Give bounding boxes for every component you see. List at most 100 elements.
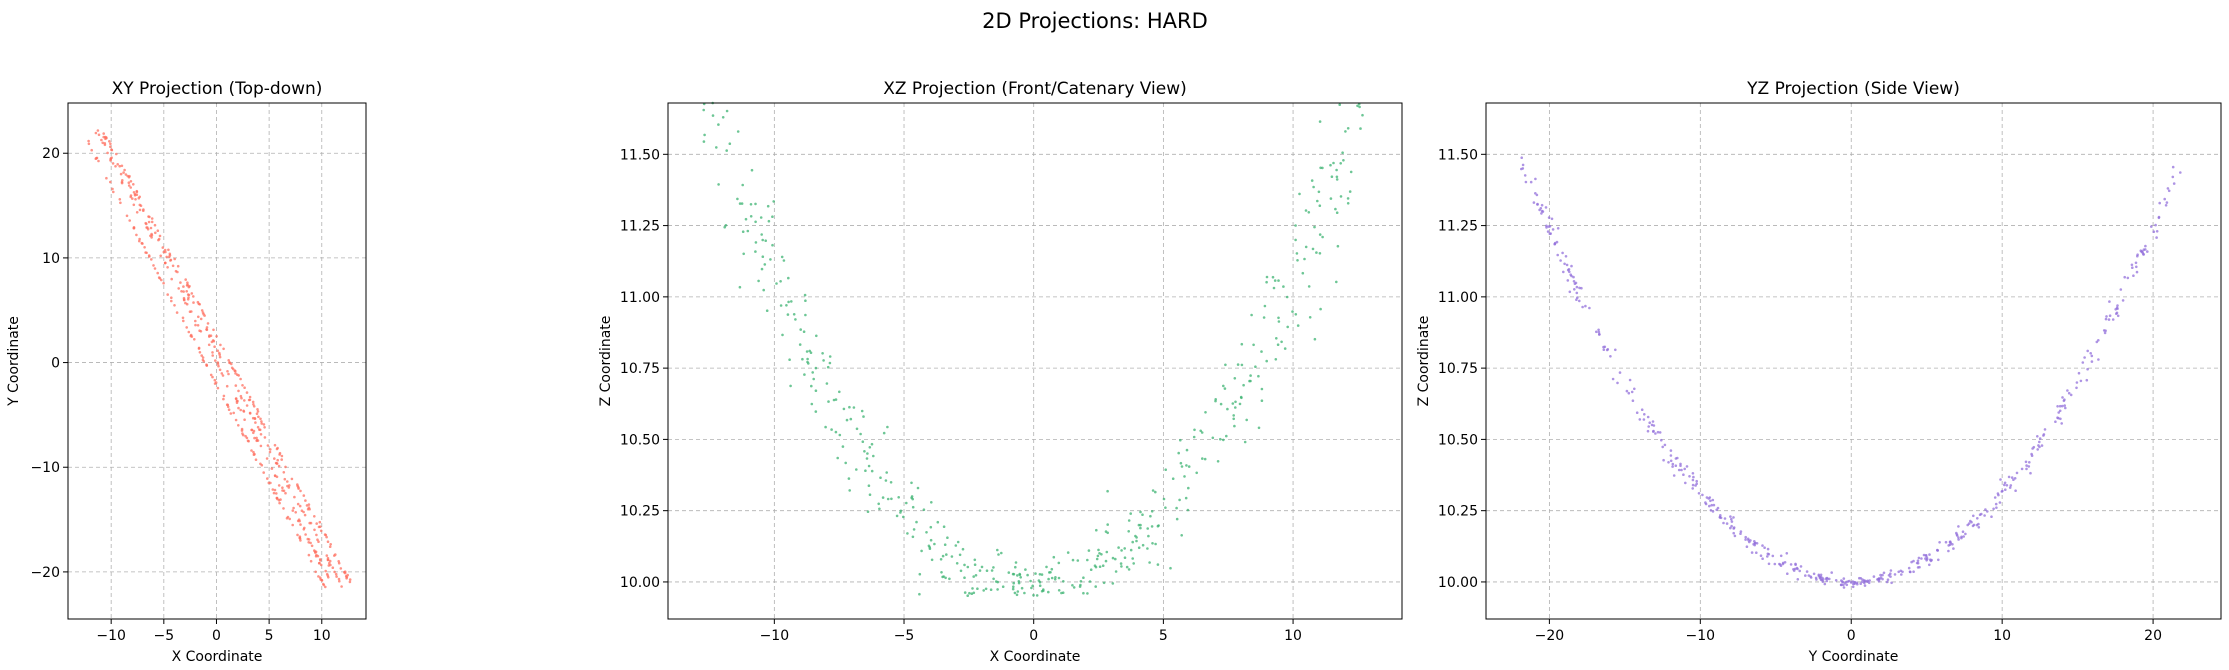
data-point — [736, 130, 740, 133]
data-point — [105, 136, 108, 140]
data-point — [220, 372, 224, 375]
data-point — [115, 152, 118, 156]
data-point — [1105, 550, 1109, 554]
data-point — [721, 116, 725, 119]
data-point — [928, 547, 932, 550]
data-point — [222, 394, 226, 398]
data-point — [848, 405, 851, 409]
data-point — [203, 314, 206, 317]
data-point — [1026, 573, 1029, 577]
data-point — [2060, 422, 2063, 425]
data-point — [2132, 274, 2135, 278]
data-point — [1520, 156, 1523, 159]
data-point — [1280, 340, 1283, 344]
data-point — [226, 405, 230, 409]
data-point — [263, 426, 266, 429]
figure-title: 2D Projections: HARD — [982, 9, 1208, 33]
data-point — [184, 278, 187, 281]
data-point — [966, 565, 970, 569]
data-point — [248, 411, 252, 415]
data-point — [1723, 517, 1727, 520]
data-point — [881, 496, 885, 499]
data-point — [1944, 540, 1948, 544]
data-point — [237, 424, 240, 427]
data-point — [2007, 475, 2011, 479]
data-point — [131, 197, 134, 200]
data-point — [149, 226, 153, 230]
data-point — [1949, 540, 1952, 543]
data-point — [867, 464, 871, 468]
data-point — [2014, 489, 2017, 493]
data-point — [1851, 585, 1855, 589]
data-point — [1573, 288, 1576, 291]
data-point — [1249, 379, 1252, 383]
data-point — [146, 227, 150, 231]
data-point — [189, 333, 193, 337]
data-point — [828, 355, 832, 358]
data-point — [255, 436, 258, 440]
data-point — [1265, 280, 1268, 284]
data-point — [2083, 356, 2086, 359]
data-point — [1745, 545, 1749, 548]
data-point — [1804, 574, 1807, 577]
data-point — [963, 563, 966, 567]
data-point — [808, 349, 811, 353]
data-point — [1313, 225, 1316, 229]
data-point — [188, 284, 191, 288]
data-point — [2075, 381, 2079, 384]
data-point — [2038, 440, 2041, 444]
data-point — [2086, 349, 2089, 353]
data-point — [180, 290, 183, 293]
data-point — [186, 298, 190, 301]
data-point — [292, 506, 295, 510]
data-point — [326, 574, 330, 577]
data-point — [946, 536, 949, 539]
data-point — [1739, 530, 1743, 533]
data-point — [268, 450, 272, 454]
data-point — [1928, 563, 1931, 567]
data-point — [277, 484, 281, 487]
x-axis-label: Y Coordinate — [1808, 649, 1899, 665]
data-point — [303, 513, 307, 517]
data-point — [802, 330, 806, 334]
data-point — [323, 533, 327, 536]
data-point — [121, 179, 124, 182]
data-point — [1060, 591, 1063, 595]
data-point — [1654, 432, 1657, 435]
data-point — [2146, 250, 2149, 253]
data-point — [1187, 465, 1191, 468]
data-point — [992, 566, 995, 569]
data-point — [1708, 504, 1711, 508]
data-point — [338, 579, 341, 583]
data-point — [878, 507, 881, 511]
data-point — [1301, 271, 1305, 275]
data-point — [1595, 330, 1598, 334]
data-point — [1240, 396, 1243, 400]
data-point — [270, 467, 274, 470]
data-point — [1150, 510, 1154, 513]
y-tick-label: 11.00 — [620, 290, 660, 306]
data-point — [749, 203, 753, 206]
data-point — [1346, 127, 1350, 130]
data-point — [996, 580, 999, 584]
data-point — [275, 447, 279, 451]
data-point — [236, 373, 239, 377]
data-point — [2155, 236, 2158, 239]
data-point — [1598, 333, 1601, 336]
data-point — [1648, 421, 1651, 425]
data-point — [963, 591, 967, 594]
data-point — [1186, 508, 1190, 512]
data-point — [1012, 572, 1016, 576]
data-point — [794, 318, 797, 321]
data-point — [168, 252, 172, 256]
data-point — [307, 541, 311, 544]
data-point — [1799, 565, 1803, 568]
data-point — [1252, 343, 1255, 347]
data-point — [1964, 532, 1967, 536]
data-point — [333, 570, 336, 574]
data-point — [158, 234, 162, 238]
data-point — [1260, 387, 1264, 391]
data-point — [1037, 579, 1041, 582]
data-point — [2057, 411, 2060, 414]
data-point — [1918, 565, 1921, 569]
